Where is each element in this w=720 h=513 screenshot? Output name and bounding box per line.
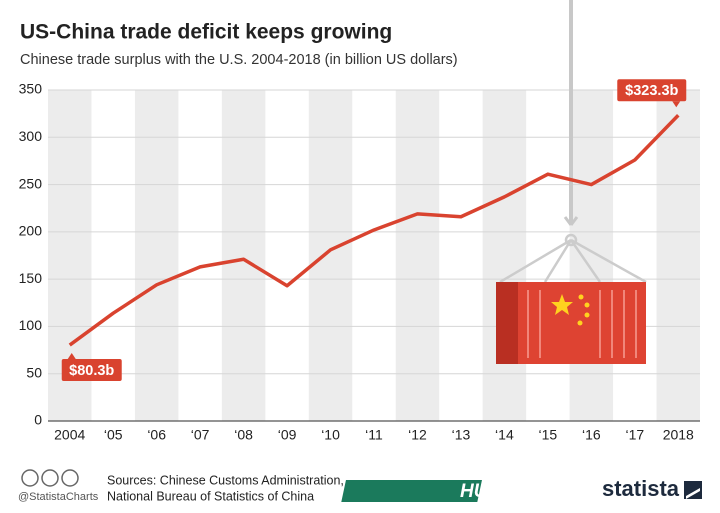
x-tick-label: ‘07: [191, 427, 210, 443]
column-band: [134, 90, 179, 421]
x-tick-label: ‘06: [147, 427, 166, 443]
x-tick-label: ‘14: [495, 427, 514, 443]
chart-subtitle: Chinese trade surplus with the U.S. 2004…: [20, 52, 458, 68]
x-tick-label: ‘08: [234, 427, 253, 443]
y-tick-label: 50: [26, 364, 42, 380]
partner-logo-bg: [341, 480, 482, 502]
column-band: [221, 90, 266, 421]
column-band: [569, 90, 614, 421]
x-tick-label: 2004: [54, 427, 85, 443]
brand-icon-mark: [686, 488, 700, 499]
source-line: National Bureau of Statistics of China: [107, 489, 314, 503]
y-tick-label: 100: [19, 317, 43, 333]
brand-icon: [684, 481, 702, 499]
x-tick-label: ‘13: [452, 427, 471, 443]
chart-title: US-China trade deficit keeps growing: [20, 21, 392, 44]
x-tick-label: ‘10: [321, 427, 340, 443]
value-label-pointer: [67, 353, 76, 360]
brand-logo: statista: [602, 476, 680, 501]
x-tick-label: ‘05: [104, 427, 123, 443]
x-tick-label: ‘17: [625, 427, 644, 443]
value-label-bg: [617, 79, 687, 102]
column-band: [656, 90, 700, 421]
y-tick-label: 300: [19, 128, 43, 144]
x-tick-label: ‘11: [365, 427, 383, 443]
value-label: $323.3b: [625, 83, 678, 99]
y-tick-label: 0: [34, 412, 42, 428]
partner-logo: HUFFPOST: [460, 481, 564, 502]
container-illustration: [496, 0, 647, 364]
cc-icons: [21, 469, 79, 487]
x-tick-label: ‘12: [408, 427, 427, 443]
x-tick-label: 2018: [663, 427, 694, 443]
x-tick-label: ‘15: [539, 427, 558, 443]
column-band: [308, 90, 353, 421]
y-tick-label: 200: [19, 223, 43, 239]
column-band: [395, 90, 440, 421]
x-tick-label: ‘16: [582, 427, 601, 443]
y-tick-label: 350: [19, 81, 43, 97]
y-tick-label: 250: [19, 175, 43, 191]
y-tick-label: 150: [19, 270, 43, 286]
data-line: [68, 114, 680, 347]
source-line: Sources: Chinese Customs Administration,: [107, 473, 344, 487]
value-label-bg: [61, 359, 122, 382]
x-tick-label: ‘09: [278, 427, 297, 443]
value-label-pointer: [672, 101, 681, 108]
handle: @StatistaCharts: [18, 491, 99, 503]
value-label: $80.3b: [69, 363, 114, 379]
column-band: [482, 90, 527, 421]
